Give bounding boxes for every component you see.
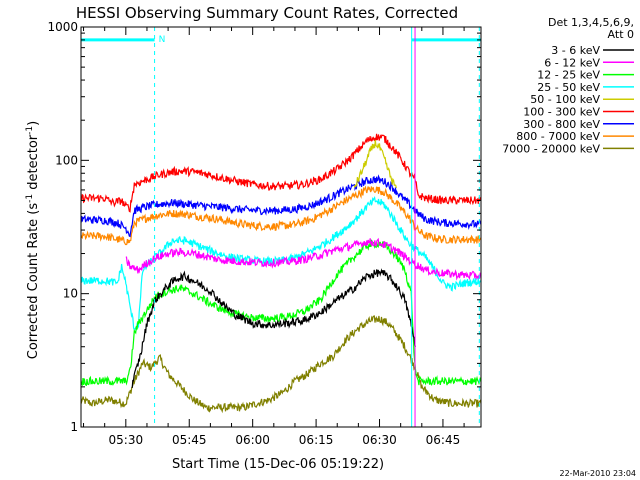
night-label: N xyxy=(159,35,166,45)
legend-header-line1: Det 1,3,4,5,6,9, xyxy=(548,16,634,29)
footer-date: 22-Mar-2010 23:04 xyxy=(560,469,637,478)
legend-label: 100 - 300 keV xyxy=(523,106,600,119)
legend-label: 6 - 12 keV xyxy=(544,56,600,69)
legend-label: 25 - 50 keV xyxy=(537,81,600,94)
series-line-9 xyxy=(81,315,481,414)
series-line-6 xyxy=(81,133,481,213)
y-axis-label-mid: detector xyxy=(26,134,41,194)
chart-title: HESSI Observing Summary Count Rates, Cor… xyxy=(76,4,458,22)
y-axis-label-sup2: -1 xyxy=(25,126,35,135)
series-line-5 xyxy=(353,139,397,189)
series-line-7 xyxy=(81,174,481,238)
plot-clip-group xyxy=(81,27,481,427)
x-axis-label: Start Time (15-Dec-06 05:19:22) xyxy=(172,457,384,472)
axes: 1 10 100 1000 05:30 05:45 06:00 06:15 06:30 06:45 xyxy=(47,20,482,447)
series-line-1 xyxy=(131,268,417,389)
y-axis-label-end: ) xyxy=(26,121,41,126)
legend-label: 800 - 7000 keV xyxy=(516,130,600,143)
y-axis-label: Corrected Count Rate (s-1 detector-1) xyxy=(25,121,41,359)
legend-header-line2: Att 0 xyxy=(608,28,634,41)
series-line-3 xyxy=(81,239,481,387)
x-tick-label: 05:45 xyxy=(172,433,207,447)
plot-area: N xyxy=(81,27,481,427)
series-line-8 xyxy=(81,185,481,246)
y-tick-label: 10 xyxy=(63,287,78,301)
y-axis-label-text: Corrected Count Rate (s-1 detector-1) xyxy=(25,121,41,359)
plot-frame xyxy=(80,26,482,428)
legend-label: 300 - 800 keV xyxy=(523,118,600,131)
legend-label: 12 - 25 keV xyxy=(537,69,600,82)
x-tick-label: 06:00 xyxy=(235,433,270,447)
legend-label: 50 - 100 keV xyxy=(530,93,600,106)
series-line-2 xyxy=(125,237,481,281)
y-tick-label: 1000 xyxy=(47,20,78,34)
x-tick-label: 06:15 xyxy=(299,433,334,447)
x-tick-label: 06:30 xyxy=(362,433,397,447)
legend-label: 3 - 6 keV xyxy=(551,44,600,57)
y-tick-label: 1 xyxy=(70,420,78,434)
y-tick-label: 100 xyxy=(55,153,78,167)
y-axis-label-sup1: -1 xyxy=(25,194,35,203)
x-tick-label: 05:30 xyxy=(109,433,144,447)
legend-label: 7000 - 20000 keV xyxy=(502,142,600,155)
x-tick-label: 06:45 xyxy=(426,433,461,447)
y-axis-label-main: Corrected Count Rate (s xyxy=(26,203,41,360)
